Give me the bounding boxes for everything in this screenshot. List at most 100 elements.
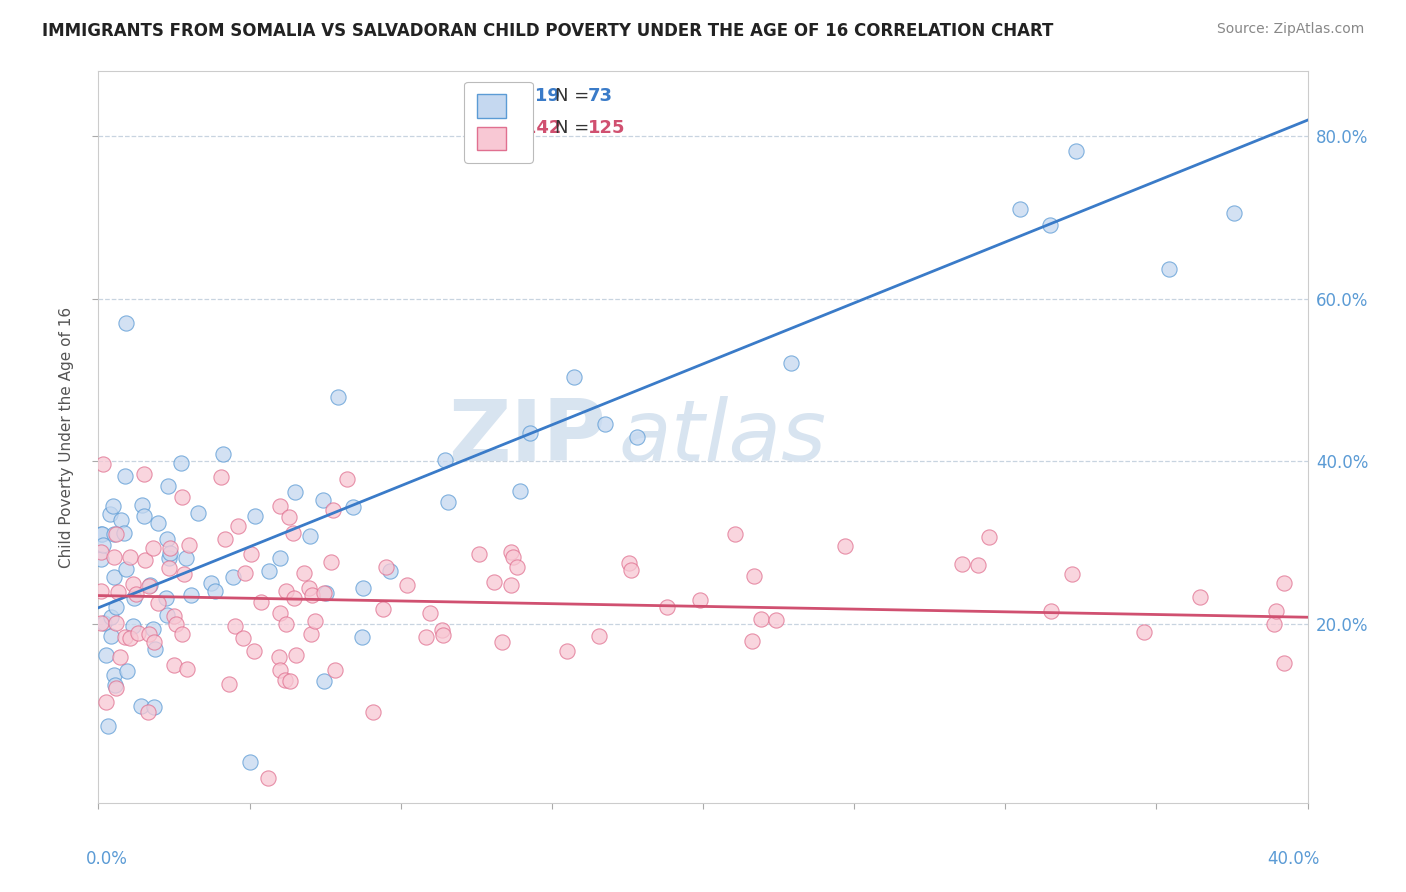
Point — [90, 544, 112, 558]
Point — [312, 674, 335, 689]
Point — [491, 635, 513, 649]
Point — [90, 584, 112, 599]
Point — [187, 506, 209, 520]
Point — [103, 570, 125, 584]
Point — [749, 612, 772, 626]
Point — [162, 658, 184, 673]
Point — [94, 695, 117, 709]
Point — [482, 575, 505, 590]
Point — [122, 591, 145, 606]
Point — [509, 484, 531, 499]
Point — [361, 705, 384, 719]
Point — [274, 673, 297, 688]
Point — [98, 507, 121, 521]
Point — [100, 610, 122, 624]
Point — [278, 673, 301, 688]
Point — [104, 678, 127, 692]
Point — [419, 607, 441, 621]
Point — [104, 681, 127, 695]
Point — [430, 623, 453, 637]
Point — [157, 561, 180, 575]
Point — [180, 588, 202, 602]
Text: 125: 125 — [588, 119, 626, 136]
Point — [243, 509, 266, 524]
Point — [276, 584, 298, 599]
Point — [1008, 202, 1031, 216]
Point — [243, 644, 266, 658]
Point — [432, 628, 454, 642]
Point — [285, 648, 308, 662]
Y-axis label: Child Poverty Under the Age of 16: Child Poverty Under the Age of 16 — [59, 307, 75, 567]
Point — [1223, 206, 1246, 220]
Point — [134, 508, 156, 523]
Point — [90, 527, 112, 541]
Point — [434, 452, 457, 467]
Point — [96, 648, 118, 663]
Point — [159, 546, 181, 560]
Point — [142, 622, 165, 636]
Point — [177, 538, 200, 552]
Point — [173, 567, 195, 582]
Point — [142, 699, 165, 714]
Point — [499, 545, 522, 559]
Point — [834, 540, 856, 554]
Point — [299, 626, 322, 640]
Point — [299, 529, 322, 543]
Point — [468, 547, 491, 561]
Point — [562, 370, 585, 384]
Point — [148, 516, 170, 531]
Point — [163, 609, 186, 624]
Point — [322, 502, 344, 516]
Point — [626, 430, 648, 444]
Point — [134, 467, 156, 482]
Point — [97, 719, 120, 733]
Point — [212, 447, 235, 461]
Point — [138, 627, 160, 641]
Point — [165, 617, 187, 632]
Point — [724, 527, 747, 541]
Text: 40.0%: 40.0% — [1267, 850, 1320, 868]
Text: 0.0%: 0.0% — [86, 850, 128, 868]
Point — [292, 566, 315, 580]
Point — [269, 499, 291, 513]
Point — [1039, 604, 1062, 618]
Point — [1039, 218, 1062, 232]
Point — [1159, 262, 1181, 277]
Point — [1064, 144, 1087, 158]
Point — [352, 630, 374, 644]
Text: atlas: atlas — [619, 395, 827, 479]
Point — [131, 499, 153, 513]
Point — [269, 650, 291, 665]
Point — [114, 525, 136, 540]
Text: IMMIGRANTS FROM SOMALIA VS SALVADORAN CHILD POVERTY UNDER THE AGE OF 16 CORRELAT: IMMIGRANTS FROM SOMALIA VS SALVADORAN CH… — [42, 22, 1053, 40]
Point — [283, 591, 305, 606]
Point — [101, 499, 124, 513]
Point — [395, 578, 418, 592]
Point — [115, 316, 138, 330]
Point — [765, 613, 787, 627]
Point — [588, 629, 610, 643]
Point — [595, 417, 617, 432]
Text: 0.619: 0.619 — [503, 87, 561, 105]
Point — [90, 616, 112, 631]
Point — [136, 705, 159, 719]
Point — [967, 558, 990, 572]
Point — [209, 470, 232, 484]
Point — [301, 589, 323, 603]
Point — [239, 547, 262, 561]
Point — [257, 564, 280, 578]
Point — [950, 557, 973, 571]
Point — [979, 530, 1001, 544]
Point — [169, 456, 191, 470]
Point — [91, 526, 114, 541]
Point — [143, 642, 166, 657]
Point — [114, 630, 136, 644]
Point — [1133, 624, 1156, 639]
Point — [120, 550, 142, 565]
Point — [374, 560, 396, 574]
Point — [100, 629, 122, 643]
Point — [105, 615, 128, 630]
Point — [156, 532, 179, 546]
Text: Source: ZipAtlas.com: Source: ZipAtlas.com — [1216, 22, 1364, 37]
Point — [342, 500, 364, 514]
